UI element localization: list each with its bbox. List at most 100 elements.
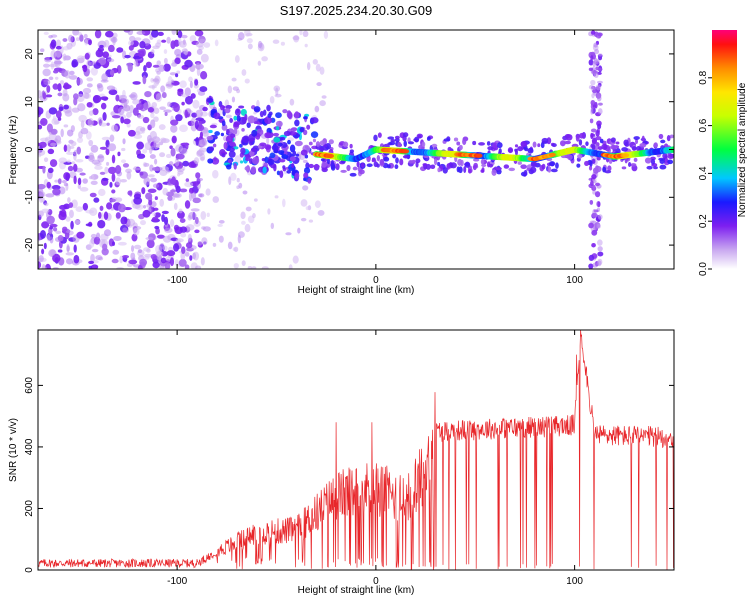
spectrogram-cell	[201, 137, 207, 146]
spectrogram-cell	[237, 231, 245, 238]
spectrogram-x-tick-label: 100	[566, 275, 583, 286]
spectrogram-cell	[132, 107, 139, 116]
spectrogram-cell	[66, 244, 70, 253]
spectrogram-cell	[52, 83, 59, 90]
spectrogram-cell	[172, 192, 182, 199]
spectrogram-cell	[151, 49, 155, 54]
spectrogram-cell	[111, 115, 121, 119]
spectrogram-cell	[126, 218, 136, 227]
spectrogram-cell	[155, 93, 163, 102]
spectrogram-cell	[662, 152, 668, 159]
spectrogram-cell	[414, 136, 420, 143]
spectrogram-cell	[597, 67, 603, 71]
spectrogram-cell	[579, 132, 585, 139]
spectrogram-cell	[85, 223, 93, 227]
spectrogram-cell	[555, 162, 559, 169]
spectrogram-cell	[286, 110, 292, 119]
spectrogram-cell	[206, 135, 214, 141]
spectrogram-cell	[136, 103, 144, 110]
spectrogram-cell	[106, 58, 115, 63]
spectrogram-cell	[206, 97, 214, 103]
spectrogram-cell	[146, 239, 155, 249]
spectrogram-cell	[288, 264, 293, 269]
spectrogram-cell	[185, 242, 193, 249]
spectrogram-cell	[245, 157, 251, 162]
spectrogram-cell	[549, 161, 556, 167]
spectrogram-cell	[110, 111, 116, 117]
spectrogram-cell	[548, 152, 556, 158]
spectrogram-cell	[184, 181, 194, 188]
spectrogram-cell	[326, 157, 330, 165]
spectrogram-cell	[597, 214, 603, 220]
spectrogram-cell	[269, 152, 276, 159]
spectrogram-cell	[126, 171, 132, 180]
spectrogram-y-tick-label: -10	[24, 190, 35, 205]
spectrogram-cell	[170, 124, 178, 133]
spectrogram-cell	[66, 159, 71, 163]
spectrogram-cell	[371, 159, 377, 163]
spectrogram-cell	[349, 143, 353, 149]
spectrogram-cell	[302, 30, 309, 38]
spectrogram-cell	[108, 89, 118, 96]
spectrogram-cell	[450, 162, 457, 169]
spectrogram-cell	[60, 128, 64, 138]
spectrogram-cell	[88, 260, 95, 265]
spectrogram-cell	[43, 79, 51, 86]
spectrogram-cell	[622, 153, 630, 158]
spectrogram-cell	[137, 114, 144, 119]
spectrogram-cell	[71, 161, 76, 165]
spectrogram-cell	[174, 157, 180, 167]
spectrogram-cell	[200, 257, 205, 266]
spectrogram-cell	[181, 48, 188, 55]
spectrogram-cell	[621, 147, 629, 152]
spectrogram-cell	[253, 117, 258, 122]
spectrogram-cell	[60, 209, 67, 217]
spectrogram-cell	[79, 34, 84, 42]
spectrogram-cell	[142, 116, 150, 124]
spectrogram-cell	[139, 40, 146, 49]
spectrogram-cell	[169, 145, 173, 150]
spectrogram-cell	[250, 166, 257, 174]
spectrogram-cell	[173, 243, 180, 252]
spectrogram-cell	[181, 34, 188, 39]
spectrogram-cell	[184, 264, 190, 269]
spectrogram-cell	[234, 108, 241, 116]
spectrogram-cell	[156, 60, 161, 66]
spectrogram-cell	[176, 168, 185, 172]
spectrogram-cell	[462, 138, 467, 146]
spectrogram-cell	[233, 128, 238, 135]
spectrogram-cell	[195, 62, 201, 71]
spectrogram-cell	[312, 138, 317, 143]
spectrogram-cell	[189, 255, 193, 261]
colorbar: 0.0 0.2 0.4 0.6 0.8 Normalized spectral ampl…	[698, 30, 748, 276]
spectrogram-cell	[176, 153, 185, 160]
spectrogram-cell	[179, 40, 187, 48]
spectrogram-cell	[209, 124, 217, 129]
spectrogram-cell	[38, 255, 44, 263]
spectrogram-cell	[112, 249, 120, 255]
spectrogram-cell	[104, 39, 110, 48]
spectrogram-cell	[58, 106, 64, 112]
spectrogram-cell	[241, 127, 245, 132]
spectrogram-cell	[319, 66, 325, 75]
spectrogram-cell	[177, 88, 184, 93]
spectrogram-cell	[480, 169, 485, 173]
spectrogram-cell	[588, 254, 595, 262]
spectrogram-cell	[473, 158, 480, 162]
spectrogram-cell	[480, 158, 485, 165]
spectrogram-cell	[73, 93, 79, 100]
spectrogram-cell	[39, 191, 46, 198]
spectrogram-cell	[134, 37, 142, 41]
spectrogram-cell	[247, 43, 253, 50]
spectrogram-cell	[115, 177, 122, 186]
figure-title: S197.2025.234.20.30.G09	[280, 3, 433, 18]
spectrogram-cell	[115, 212, 121, 219]
spectrogram-cell	[147, 174, 155, 178]
spectrogram-cell	[163, 63, 171, 72]
spectrogram-cell	[596, 223, 601, 229]
spectrogram-cell	[88, 139, 94, 147]
spectrogram-cell	[272, 39, 280, 44]
spectrogram-cell	[188, 211, 197, 220]
spectrogram-cell	[179, 226, 188, 233]
spectrogram-cell	[598, 102, 603, 106]
